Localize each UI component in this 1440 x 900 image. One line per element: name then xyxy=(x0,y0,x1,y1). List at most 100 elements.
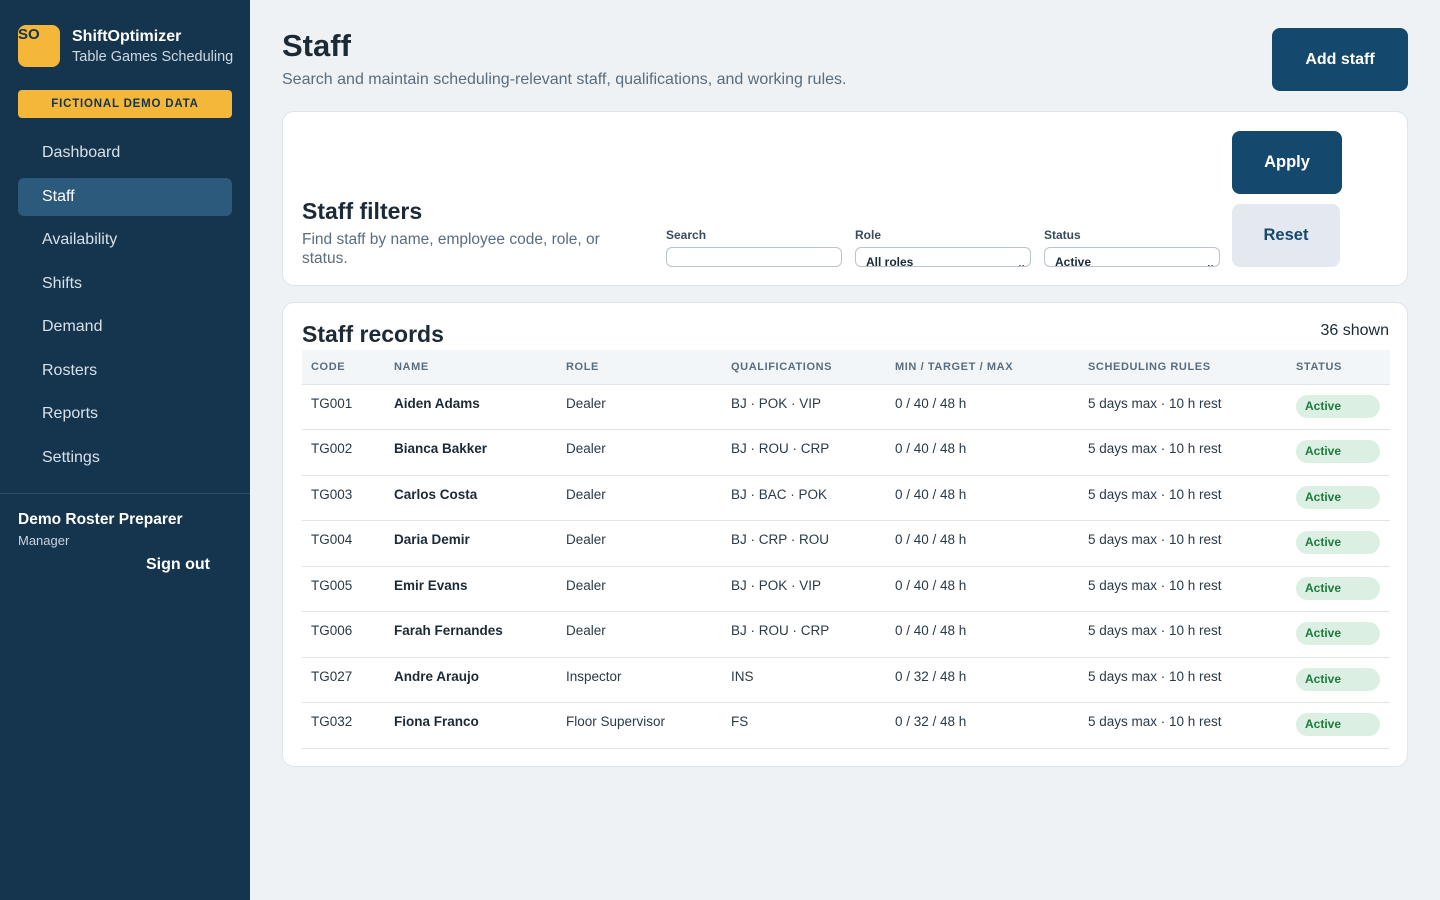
sign-out-button[interactable]: Sign out xyxy=(146,556,210,573)
role-label: Role xyxy=(855,228,882,242)
table-row[interactable]: TG001 Aiden Adams Dealer BJ · POK · VIP 0 / … xyxy=(302,384,1390,430)
column-header-name[interactable]: NAME xyxy=(385,350,557,385)
column-header-qualifications[interactable]: QUALIFICATIONS xyxy=(722,350,886,385)
staff-status-cell: Active xyxy=(1287,566,1390,612)
sidebar-item-availability[interactable]: Availability xyxy=(42,231,118,248)
staff-qualifications: BJ · POK · VIP xyxy=(722,384,886,430)
table-header-row: CODE NAME ROLE QUALIFICATIONS MIN / TARG… xyxy=(302,350,1390,385)
staff-role: Floor Supervisor xyxy=(557,702,722,749)
sidebar-item-staff[interactable]: Staff xyxy=(18,177,232,216)
staff-name: Daria Demir xyxy=(385,520,557,567)
staff-role: Dealer xyxy=(557,611,722,658)
staff-scheduling-rules: 5 days max · 10 h rest xyxy=(1079,611,1287,658)
table-row[interactable]: TG002 Bianca Bakker Dealer BJ · ROU · CRP 0 … xyxy=(302,429,1390,476)
staff-hours: 0 / 40 / 48 h xyxy=(886,475,1079,521)
sidebar-item-reports[interactable]: Reports xyxy=(42,405,99,422)
user-name: Demo Roster Preparer xyxy=(18,511,183,528)
chevron-down-icon: v xyxy=(1018,262,1024,267)
apply-button[interactable]: Apply xyxy=(1232,131,1342,194)
staff-status-cell: Active xyxy=(1287,429,1390,476)
status-select-value: Active xyxy=(1055,255,1092,267)
table-row[interactable]: TG027 Andre Araujo Inspector INS 0 / 32 / 48… xyxy=(302,657,1390,703)
sidebar-item-shifts[interactable]: Shifts xyxy=(42,274,83,292)
column-header-hours[interactable]: MIN / TARGET / MAX xyxy=(886,350,1079,385)
page-title: Staff xyxy=(282,28,351,63)
staff-hours: 0 / 40 / 48 h xyxy=(886,429,1079,476)
staff-name: Carlos Costa xyxy=(385,475,557,521)
brand[interactable]: SO ShiftOptimizer Table Games Scheduling xyxy=(18,25,233,67)
staff-code: TG006 xyxy=(302,611,385,658)
search-label: Search xyxy=(666,228,707,242)
staff-filters-card: Staff filters Find staff by name, employ… xyxy=(282,111,1408,286)
app-logo-text: SO xyxy=(18,26,40,43)
sidebar: SO ShiftOptimizer Table Games Scheduling… xyxy=(0,0,250,900)
staff-code: TG005 xyxy=(302,566,385,612)
staff-qualifications: FS xyxy=(722,702,886,749)
status-select[interactable]: Active v xyxy=(1044,247,1220,267)
staff-role: Inspector xyxy=(557,657,722,703)
sidebar-item-dashboard[interactable]: Dashboard xyxy=(42,144,121,161)
table-row[interactable]: TG004 Daria Demir Dealer BJ · CRP · ROU 0 / … xyxy=(302,520,1390,567)
sidebar-item-demand[interactable]: Demand xyxy=(42,318,103,335)
staff-qualifications: BJ · ROU · CRP xyxy=(722,429,886,476)
status-badge: Active xyxy=(1296,394,1380,418)
staff-hours: 0 / 40 / 48 h xyxy=(886,566,1079,612)
role-select[interactable]: All roles v xyxy=(855,247,1031,267)
table-row[interactable]: TG005 Emir Evans Dealer BJ · POK · VIP 0 / 4… xyxy=(302,566,1390,612)
records-title: Staff records xyxy=(302,321,444,347)
column-header-status[interactable]: STATUS xyxy=(1287,350,1390,385)
staff-hours: 0 / 32 / 48 h xyxy=(886,657,1079,703)
staff-hours: 0 / 40 / 48 h xyxy=(886,611,1079,658)
staff-scheduling-rules: 5 days max · 10 h rest xyxy=(1079,475,1287,521)
staff-role: Dealer xyxy=(557,384,722,430)
staff-code: TG001 xyxy=(302,384,385,430)
page-subtitle: Search and maintain scheduling-relevant … xyxy=(282,71,847,88)
staff-name: Bianca Bakker xyxy=(385,429,557,476)
chevron-down-icon: v xyxy=(1207,262,1213,267)
staff-name: Aiden Adams xyxy=(385,384,557,430)
table-row[interactable]: TG006 Farah Fernandes Dealer BJ · ROU · CRP… xyxy=(302,611,1390,658)
staff-status-cell: Active xyxy=(1287,611,1390,658)
staff-qualifications: BJ · BAC · POK xyxy=(722,475,886,521)
staff-scheduling-rules: 5 days max · 10 h rest xyxy=(1079,657,1287,703)
staff-scheduling-rules: 5 days max · 10 h rest xyxy=(1079,702,1287,749)
staff-code: TG027 xyxy=(302,657,385,703)
staff-name: Emir Evans xyxy=(385,566,557,612)
status-badge: Active xyxy=(1296,713,1380,736)
search-input[interactable] xyxy=(666,247,842,267)
column-header-role[interactable]: ROLE xyxy=(557,350,722,385)
staff-qualifications: BJ · POK · VIP xyxy=(722,566,886,612)
table-row[interactable]: TG032 Fiona Franco Floor Supervisor FS 0 / 3… xyxy=(302,702,1390,749)
staff-scheduling-rules: 5 days max · 10 h rest xyxy=(1079,429,1287,476)
records-count: 36 shown xyxy=(1320,322,1390,339)
sidebar-item-rosters[interactable]: Rosters xyxy=(42,361,98,379)
staff-status-cell: Active xyxy=(1287,475,1390,521)
add-staff-button[interactable]: Add staff xyxy=(1272,28,1408,91)
table-row[interactable]: TG003 Carlos Costa Dealer BJ · BAC · POK 0 /… xyxy=(302,475,1390,521)
filters-subtitle: Find staff by name, employee code, role,… xyxy=(302,231,600,267)
column-header-code[interactable]: CODE xyxy=(302,350,385,385)
staff-qualifications: BJ · CRP · ROU xyxy=(722,520,886,567)
status-badge: Active xyxy=(1296,576,1380,600)
staff-name: Fiona Franco xyxy=(385,702,557,749)
staff-hours: 0 / 40 / 48 h xyxy=(886,384,1079,430)
sidebar-divider xyxy=(0,493,250,494)
status-badge: Active xyxy=(1296,667,1380,691)
staff-name: Farah Fernandes xyxy=(385,611,557,658)
staff-code: TG004 xyxy=(302,520,385,567)
staff-role: Dealer xyxy=(557,520,722,567)
user-role: Manager xyxy=(18,533,70,548)
staff-scheduling-rules: 5 days max · 10 h rest xyxy=(1079,520,1287,567)
staff-hours: 0 / 40 / 48 h xyxy=(886,520,1079,567)
sidebar-item-settings[interactable]: Settings xyxy=(42,448,100,466)
app-subtitle: Table Games Scheduling xyxy=(72,49,234,65)
staff-role: Dealer xyxy=(557,429,722,476)
status-badge: Active xyxy=(1296,485,1380,509)
app-name: ShiftOptimizer xyxy=(72,28,182,45)
staff-code: TG003 xyxy=(302,475,385,521)
staff-status-cell: Active xyxy=(1287,657,1390,703)
column-header-rules[interactable]: SCHEDULING RULES xyxy=(1079,350,1287,385)
staff-code: TG002 xyxy=(302,429,385,476)
reset-button[interactable]: Reset xyxy=(1232,204,1340,267)
staff-status-cell: Active xyxy=(1287,702,1390,749)
